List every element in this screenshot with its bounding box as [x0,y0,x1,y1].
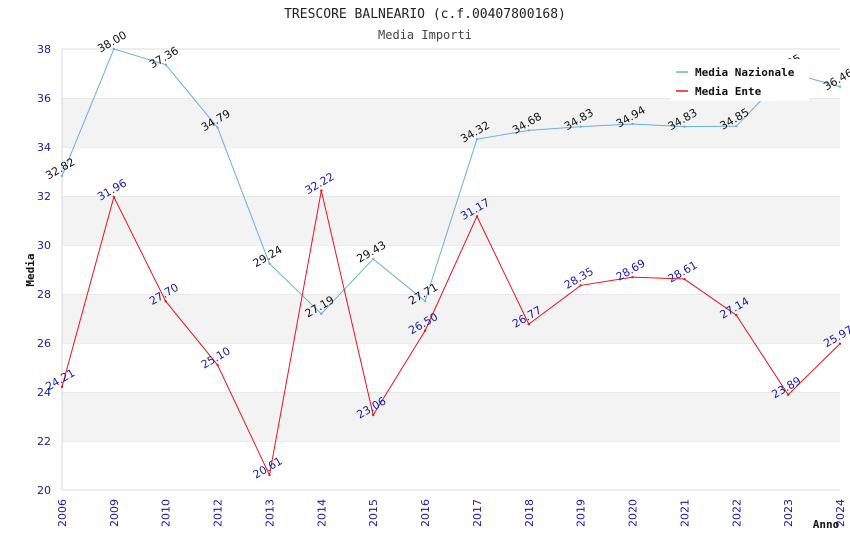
data-point-media-nazionale [216,126,219,129]
x-tick-label: 2021 [678,499,691,527]
data-point-media-nazionale [112,47,116,51]
series-line-media-ente [61,190,841,477]
y-tick-label: 26 [37,337,51,350]
x-tick-label: 2006 [56,499,69,527]
legend-background [670,59,809,101]
data-point-media-ente [735,313,738,317]
legend-label-media-nazionale: Media Nazionale [695,66,795,79]
data-point-media-ente [60,385,64,389]
series-line-media-nazionale [61,48,841,315]
y-tick-label: 24 [37,386,51,399]
data-point-media-nazionale [423,299,427,303]
y-tick-label: 32 [37,190,51,203]
x-tick-label: 2016 [419,499,432,527]
x-tick-label: 2024 [834,499,847,527]
x-tick-label: 2012 [212,499,225,527]
y-tick-label: 34 [37,141,51,154]
chart-axes [61,49,840,491]
x-tick-label: 2014 [315,499,328,527]
data-point-media-nazionale [164,63,167,66]
y-tick-label: 28 [37,288,51,301]
grid-bands [62,48,840,490]
data-point-media-ente [216,363,219,367]
x-tick-label: 2009 [108,499,121,527]
grid-band [62,441,840,490]
data-point-media-nazionale [683,125,686,128]
legend-label-media-ente: Media Ente [695,85,762,98]
y-tick-label: 30 [37,239,51,252]
data-point-media-nazionale [372,257,375,261]
data-point-media-nazionale [735,124,738,128]
data-point-media-ente [579,284,582,287]
grid-band [62,392,840,441]
data-point-media-ente [631,275,634,279]
data-point-media-ente [164,300,167,303]
x-tick-label: 2020 [627,499,640,527]
data-point-media-ente [527,322,530,326]
data-point-media-nazionale [527,129,530,132]
data-point-media-ente [372,413,375,417]
x-tick-labels: 2006 2009 2010 2012 2013 2014 2015 2016 2017 2018… [56,499,847,527]
data-point-media-ente [320,189,323,192]
x-tick-label: 2022 [730,499,743,527]
grid-band [62,98,840,147]
x-axis-label: Anno [813,518,840,531]
data-point-media-ente [786,393,790,396]
y-tick-label: 22 [37,435,51,448]
y-tick-label: 36 [37,92,51,105]
data-point-media-ente [112,195,116,199]
grid-band [62,147,840,196]
x-tick-label: 2023 [782,499,795,527]
y-tick-labels: 20 22 24 26 28 30 32 34 36 38 [37,43,51,497]
y-axis-label: Media [24,253,37,286]
data-point-media-nazionale [579,125,582,128]
grid-band [62,343,840,392]
data-point-media-ente [683,277,686,281]
chart-subtitle: Media Importi [378,28,472,42]
data-point-media-ente [475,215,479,218]
data-point-media-nazionale [320,312,323,316]
series-lines [60,47,842,477]
x-tick-label: 2018 [523,499,536,527]
data-point-media-nazionale [60,174,64,178]
x-tick-label: 2010 [160,499,173,527]
data-point-media-nazionale [631,122,634,126]
data-point-media-nazionale [838,85,842,88]
data-point-media-ente [423,329,427,332]
x-tick-label: 2017 [471,499,484,527]
data-point-media-ente [268,473,271,477]
y-tick-label: 38 [37,43,51,56]
chart-title: TRESCORE BALNEARIO (c.f.00407800168) [284,7,566,22]
grid-band [62,294,840,343]
x-tick-label: 2019 [575,499,588,527]
data-point-media-ente [838,342,842,345]
x-tick-label: 2013 [263,499,276,527]
legend: Media Nazionale Media Ente [670,59,809,101]
data-point-media-nazionale [475,137,479,141]
data-point-media-nazionale [268,262,271,265]
grid-band [62,245,840,294]
y-tick-label: 20 [37,484,51,497]
x-tick-label: 2015 [367,499,380,527]
